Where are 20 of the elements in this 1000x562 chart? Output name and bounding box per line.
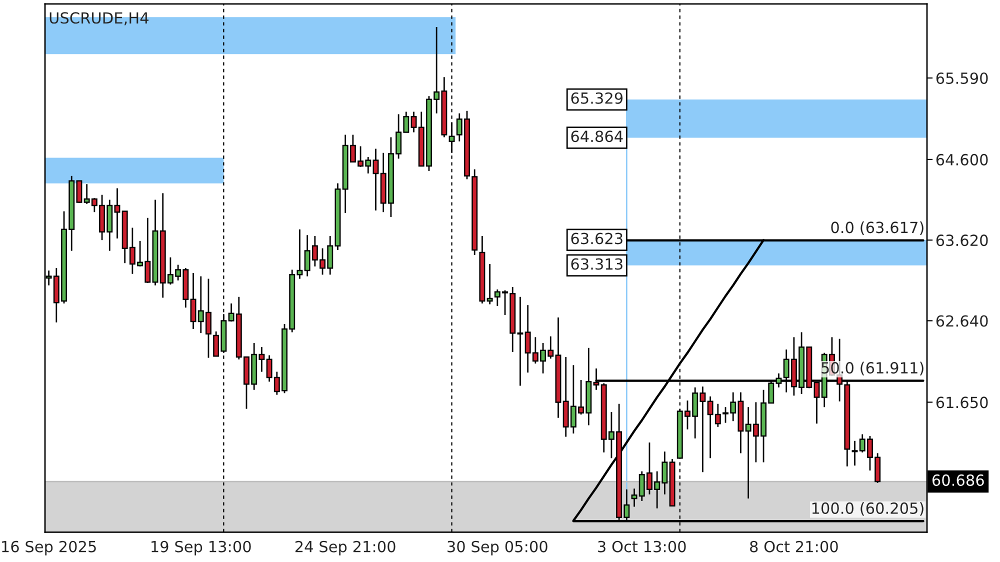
series-label: 0.0 (63.617)	[831, 221, 924, 236]
x-tick-label: 30 Sep 05:00	[448, 540, 548, 556]
x-tick-label: 16 Sep 2025	[2, 540, 96, 556]
series-label: 50.0 (61.911)	[822, 362, 924, 376]
x-tick-label: 19 Sep 13:00	[152, 540, 251, 556]
y-tick-label: 63.620	[936, 234, 988, 246]
x-tick-label: 8 Oct 21:00	[750, 540, 838, 552]
y-tick-label: 61.650	[936, 396, 988, 408]
y-tick-label: 64.600	[936, 154, 988, 166]
annotation: 65.329	[571, 92, 623, 104]
x-tick-label: 3 Oct 13:00	[598, 540, 686, 552]
annotation: 63.313	[571, 258, 622, 270]
x-tick-label: 24 Sep 21:00	[295, 540, 396, 556]
annotation: 63.623	[571, 232, 622, 244]
series-label: 100.0 (60.205)	[812, 502, 924, 516]
annotation: 64.864	[571, 130, 623, 142]
y-tick-label: 62.640	[936, 315, 988, 327]
y-tick-label: 65.590	[936, 72, 988, 84]
ref-line-label: 60.686	[932, 474, 984, 486]
chart-title: USCRUDE,H4	[50, 12, 148, 26]
